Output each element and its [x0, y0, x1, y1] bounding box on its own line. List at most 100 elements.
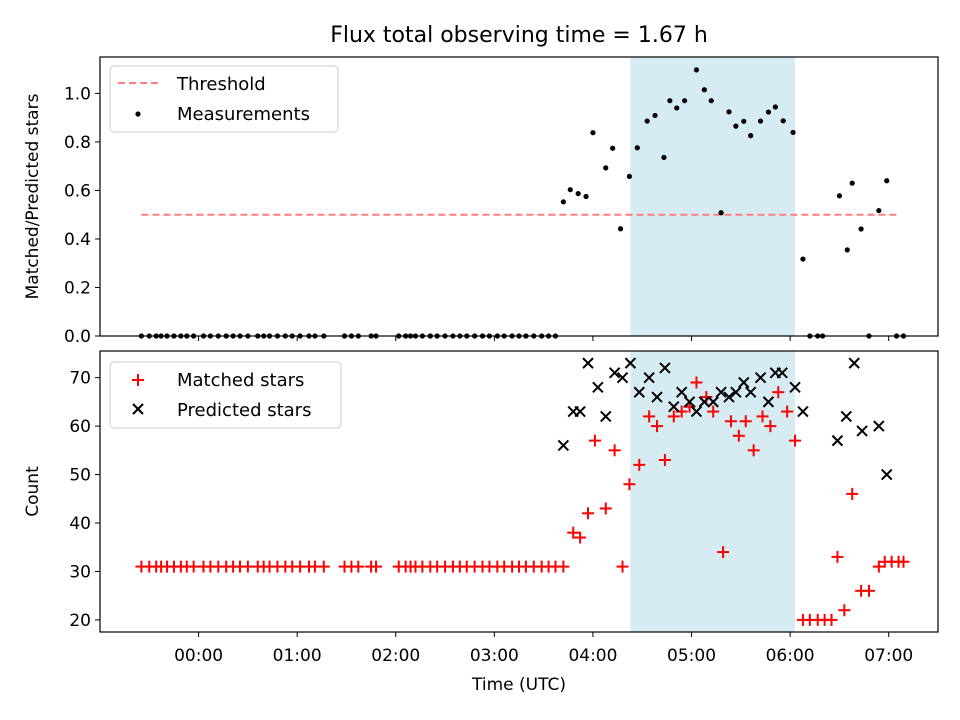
measurement-point	[590, 130, 596, 136]
measurement-point	[674, 105, 680, 111]
matched-star-point	[643, 410, 656, 423]
matched-star-point	[772, 386, 785, 399]
measurement-point	[741, 118, 747, 124]
matched-star-point	[588, 434, 601, 447]
matched-star-point	[616, 560, 629, 573]
top-y-tick-label: 0.4	[64, 230, 91, 250]
top-shaded-region	[630, 57, 796, 336]
measurement-point	[800, 256, 806, 262]
legend-measurements-icon	[135, 111, 141, 117]
predicted-star-point	[856, 425, 868, 437]
matched-star-point	[658, 454, 671, 467]
matched-star-point	[608, 444, 621, 457]
matched-star-point	[764, 420, 777, 433]
measurement-point	[575, 190, 581, 197]
measurement-point	[652, 112, 658, 119]
matched-star-point	[717, 546, 730, 559]
matched-star-point	[831, 550, 844, 563]
legend-threshold-label: Threshold	[176, 74, 266, 95]
predicted-star-point	[608, 367, 621, 379]
x-axis-label: Time (UTC)	[471, 675, 566, 695]
measurement-point	[708, 98, 714, 104]
predicted-star-point	[592, 381, 604, 394]
matched-star-point	[781, 405, 794, 418]
top-y-tick-label: 0.8	[64, 133, 91, 153]
measurement-point	[610, 145, 616, 151]
x-tick-label: 05:00	[667, 646, 716, 666]
bottom-legend: Matched stars Predicted stars	[109, 361, 342, 429]
measurement-point	[772, 104, 778, 110]
measurement-point	[790, 129, 796, 136]
matched-star-point	[739, 415, 752, 428]
top-y-axis: 0.0 0.2 0.4 0.6 0.8 1.0	[64, 84, 100, 347]
measurement-point	[567, 187, 573, 193]
bottom-axes-frame	[99, 350, 939, 633]
matched-star-point	[732, 429, 745, 442]
predicted-star-point	[651, 391, 663, 403]
matched-star-point	[667, 410, 680, 423]
predicted-star-point	[668, 401, 680, 413]
top-y-tick-label: 0.0	[64, 327, 91, 347]
bottom-x-axis: 00:00 01:00 02:00 03:00 04:00 05:00 06:00 07:00	[174, 632, 913, 666]
matched-star-point	[352, 560, 365, 573]
bottom-y-tick-label: 60	[69, 417, 91, 437]
bottom-y-axis-label: Count	[23, 466, 43, 517]
matched-star-point	[756, 410, 769, 423]
matched-star-point	[651, 420, 664, 433]
predicted-star-point	[616, 371, 629, 384]
matched-star-point	[574, 531, 587, 544]
predicted-star-point	[715, 386, 727, 398]
matched-star-point	[317, 560, 330, 573]
predicted-star-point	[744, 386, 757, 398]
matched-star-point	[897, 555, 910, 568]
top-axes-frame	[99, 56, 939, 337]
matched-star-point	[862, 584, 875, 597]
predicted-star-point	[633, 386, 645, 398]
legend-predicted-label: Predicted stars	[177, 400, 311, 421]
top-y-axis-label: Matched/Predicted stars	[23, 93, 43, 299]
measurement-point	[634, 145, 640, 151]
matched-star-point	[724, 415, 737, 428]
measurement-point	[603, 165, 609, 171]
bottom-y-tick-label: 70	[69, 369, 91, 389]
predicted-star-point	[873, 420, 885, 432]
predicted-star-point	[707, 396, 719, 408]
measurement-point	[876, 207, 882, 214]
measurement-point	[682, 98, 688, 104]
predicted-star-point	[797, 405, 809, 418]
top-y-tick-label: 0.6	[64, 181, 91, 201]
bottom-shaded-region	[630, 351, 796, 632]
measurement-point	[849, 180, 855, 186]
matched-star-point	[599, 502, 612, 515]
legend-measurements-label: Measurements	[177, 104, 310, 125]
bottom-y-tick-label: 40	[69, 514, 91, 534]
predicted-star-point	[840, 410, 853, 423]
measurement-point	[836, 193, 843, 199]
matched-star-point	[370, 560, 383, 573]
legend-predicted-icon	[132, 403, 144, 415]
predicted-star-point	[762, 396, 775, 408]
predicted-star-point	[683, 396, 696, 408]
measurement-point	[560, 199, 566, 205]
x-tick-label: 03:00	[470, 646, 519, 666]
measurement-point	[726, 109, 732, 115]
x-tick-label: 02:00	[371, 646, 420, 666]
x-tick-label: 00:00	[174, 646, 223, 666]
matched-star-point	[747, 444, 760, 457]
count-points	[135, 357, 910, 626]
predicted-star-point	[557, 439, 570, 452]
predicted-star-point	[600, 410, 612, 423]
measurement-point	[718, 210, 724, 216]
matched-star-point	[825, 613, 838, 626]
matched-star-point	[707, 405, 720, 418]
matched-star-point	[582, 507, 595, 520]
bottom-y-tick-label: 20	[69, 611, 91, 631]
matched-star-point	[557, 560, 570, 573]
x-tick-label: 01:00	[273, 646, 322, 666]
measurement-point	[765, 109, 772, 115]
top-x-ticks	[198, 336, 890, 341]
x-tick-label: 04:00	[568, 646, 617, 666]
predicted-star-point	[698, 396, 711, 408]
bottom-legend-frame	[109, 361, 342, 429]
